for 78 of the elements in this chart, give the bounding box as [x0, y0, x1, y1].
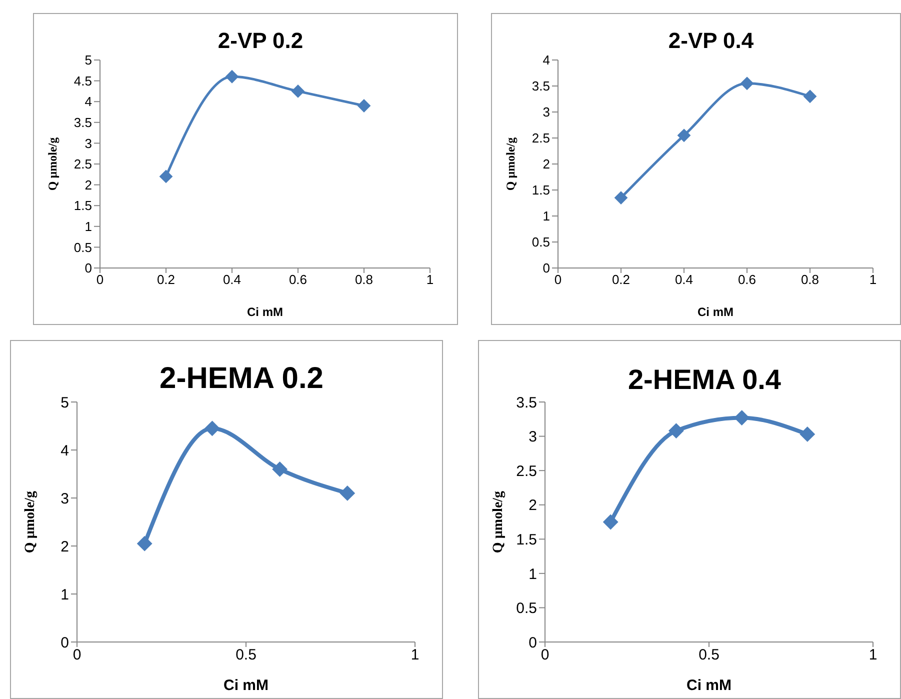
x-tick-label: 0.2 [156, 272, 176, 288]
point [137, 536, 152, 552]
chart-title: 2-HEMA 0.4 [626, 363, 782, 396]
point [603, 514, 618, 530]
y-axis-title: Q µmole/g [22, 490, 38, 554]
y-tick-label: 2 [84, 177, 92, 192]
x-tick-label: 0.2 [612, 272, 630, 288]
x-tick-label: 0.8 [800, 272, 820, 288]
y-tick-label: 3 [542, 104, 550, 120]
point [614, 191, 628, 204]
chart-title: 2-HEMA 0.2 [158, 361, 324, 396]
x-tick-label: 0.5 [698, 646, 720, 664]
x-axis-title: Ci mM [686, 677, 732, 694]
y-tick-label: 3 [528, 428, 537, 446]
point [160, 170, 172, 183]
x-axis-title: Ci mM [698, 305, 734, 319]
x-tick-label: 0 [554, 272, 562, 288]
y-tick-label: 4.5 [74, 73, 92, 88]
y-tick-label: 5 [60, 394, 69, 412]
x-tick-label: 1 [426, 272, 434, 288]
y-tick-label: 2 [542, 156, 550, 172]
x-axis-title: Ci mM [224, 677, 268, 694]
point [272, 462, 288, 477]
y-tick-label: 2.5 [532, 130, 550, 146]
y-tick-label: 0 [542, 260, 550, 276]
y-tick-label: 1 [528, 566, 537, 583]
y-axis-title: Q µmole/g [503, 137, 518, 191]
y-tick-label: 0 [528, 634, 537, 652]
y-tick-label: 0.5 [516, 600, 537, 618]
point [292, 84, 304, 98]
y-tick-label: 1.5 [532, 182, 550, 198]
x-tick-label: 0.8 [354, 272, 374, 288]
point [678, 128, 690, 142]
y-tick-label: 3.5 [74, 115, 92, 130]
point [734, 410, 750, 426]
x-tick-label: 0.4 [674, 272, 694, 288]
y-tick-label: 2.5 [516, 462, 537, 480]
x-tick-label: 0 [96, 272, 104, 288]
y-tick-label: 1.5 [516, 531, 537, 548]
x-tick-label: 0.4 [222, 272, 242, 288]
x-tick-label: 0.6 [738, 272, 756, 288]
y-tick-label: 0.5 [74, 240, 92, 255]
y-tick-label: 3 [84, 136, 92, 151]
x-axis-title: Ci mM [247, 305, 284, 319]
point [804, 90, 816, 103]
y-tick-label: 3 [60, 490, 69, 508]
point [668, 423, 684, 438]
y-tick-label: 1 [542, 208, 550, 224]
chart-title: 2-VP 0.2 [216, 27, 304, 54]
y-tick-label: 3.5 [516, 394, 537, 412]
point [800, 426, 815, 442]
y-axis-title: Q µmole/g [490, 490, 506, 554]
x-tick-label: 0.6 [288, 272, 308, 288]
y-tick-label: 2.5 [74, 156, 92, 172]
y-tick-label: 1 [84, 219, 92, 234]
point [358, 99, 370, 112]
y-tick-label: 5 [84, 52, 92, 68]
point [226, 70, 238, 84]
y-tick-label: 1.5 [74, 198, 92, 214]
y-tick-label: 2 [60, 538, 69, 556]
x-tick-label: 1 [868, 646, 878, 664]
y-tick-label: 0 [60, 634, 69, 652]
x-tick-label: 0.5 [236, 646, 256, 664]
point [340, 486, 355, 501]
y-tick-label: 4 [60, 442, 69, 460]
y-tick-label: 0 [84, 260, 92, 276]
x-tick-label: 1 [869, 272, 877, 288]
y-tick-label: 3.5 [532, 78, 550, 94]
y-axis-title: Q µmole/g [45, 137, 60, 191]
y-tick-label: 0.5 [532, 234, 550, 250]
y-tick-label: 1 [60, 586, 69, 604]
x-tick-label: 1 [410, 646, 420, 664]
y-tick-label: 4 [542, 52, 550, 68]
y-tick-label: 4 [84, 94, 92, 110]
chart-title: 2-VP 0.4 [667, 27, 755, 54]
point [204, 420, 220, 436]
y-tick-label: 2 [528, 497, 537, 514]
point [740, 76, 754, 90]
